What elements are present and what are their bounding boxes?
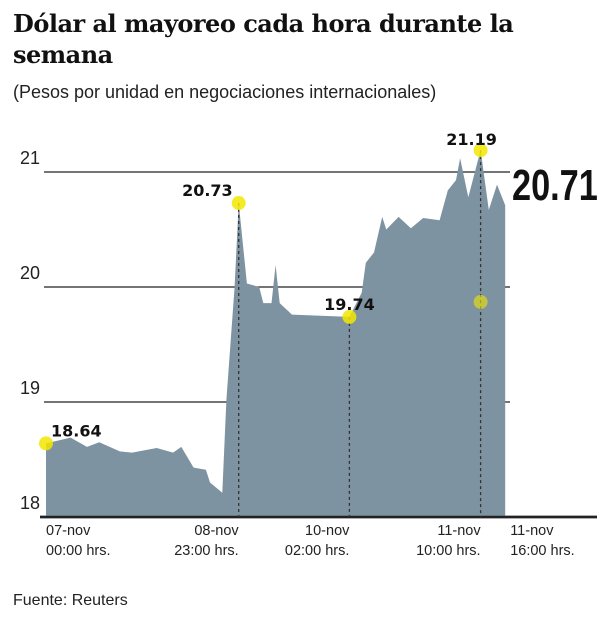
y-tick-label: 20 [20, 263, 40, 283]
x-tick-label: 10-nov [305, 523, 350, 539]
x-tick-label: 02:00 hrs. [285, 543, 350, 559]
data-marker [473, 294, 488, 309]
chart-subtitle: (Pesos por unidad en negociaciones inter… [13, 82, 437, 102]
x-tick-label: 10:00 hrs. [416, 543, 481, 559]
y-tick-label: 21 [20, 148, 40, 168]
x-tick-label: 00:00 hrs. [46, 543, 111, 559]
x-tick-label: 16:00 hrs. [510, 543, 575, 559]
data-marker [231, 196, 246, 211]
chart-title: Dólar al mayoreo cada hora durante la se… [13, 9, 514, 69]
area-series [46, 150, 506, 517]
last-value-label: 20.71 [512, 161, 598, 210]
data-marker [342, 309, 357, 324]
y-tick-label: 19 [20, 378, 40, 398]
x-tick-label: 07-nov [46, 523, 91, 539]
x-tick-label: 08-nov [194, 523, 239, 539]
data-label: 21.19 [446, 130, 497, 149]
y-tick-label: 18 [20, 493, 40, 513]
data-label: 20.73 [182, 181, 233, 200]
x-tick-label: 11-nov [510, 523, 554, 539]
data-marker [473, 143, 488, 158]
x-tick-label: 11-nov [437, 523, 481, 539]
source-note: Fuente: Reuters [13, 592, 128, 609]
x-tick-label: 23:00 hrs. [174, 543, 239, 559]
data-label: 19.74 [324, 295, 375, 314]
data-marker [39, 436, 53, 451]
data-label: 18.64 [51, 421, 102, 440]
